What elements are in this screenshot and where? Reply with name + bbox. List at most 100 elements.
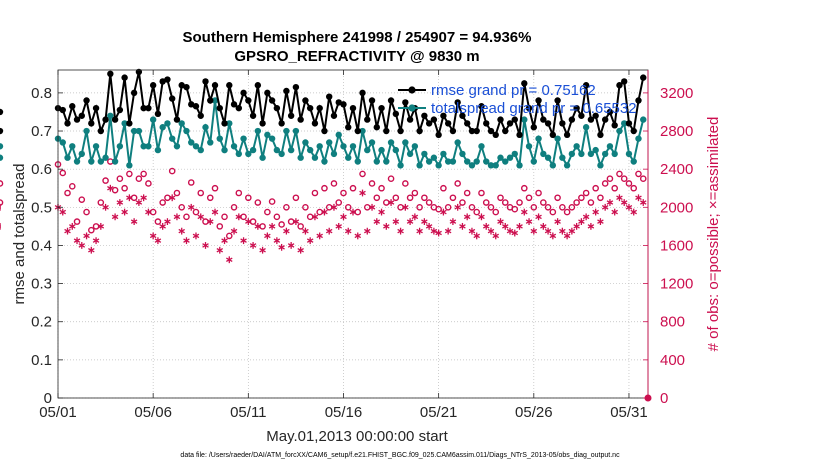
- point-rmse: [78, 112, 85, 119]
- point-totalspread: [573, 143, 580, 150]
- point-possible: [402, 180, 409, 187]
- point-assimilated: [126, 194, 133, 202]
- point-assimilated: [264, 232, 271, 240]
- point-totalspread: [178, 120, 185, 127]
- point-assimilated: [587, 222, 595, 230]
- point-rmse: [554, 97, 561, 104]
- point-possible: [611, 184, 618, 192]
- point-rmse: [0, 108, 4, 116]
- point-totalspread: [373, 158, 380, 165]
- series-rmse: [0, 68, 647, 139]
- ticks: 05/01 05/06 05/11 05/16 05/21 05/26 05/31 0 0.1 0…: [31, 70, 693, 421]
- point-assimilated: [325, 227, 333, 235]
- point-totalspread: [473, 158, 480, 165]
- point-possible: [135, 175, 143, 182]
- point-assimilated: [506, 227, 514, 235]
- point-possible: [173, 189, 181, 197]
- point-assimilated: [164, 218, 171, 226]
- point-possible: [59, 169, 67, 177]
- point-rmse: [69, 103, 76, 110]
- point-rmse: [259, 120, 266, 127]
- point-assimilated: [478, 213, 485, 221]
- point-assimilated: [535, 213, 542, 221]
- point-totalspread: [349, 143, 357, 150]
- point-assimilated: [83, 232, 90, 240]
- point-possible: [606, 175, 614, 182]
- point-rmse: [368, 97, 376, 104]
- point-rmse: [364, 116, 371, 123]
- point-rmse: [506, 120, 514, 127]
- point-totalspread: [392, 146, 400, 154]
- point-totalspread: [311, 154, 319, 161]
- point-totalspread: [302, 139, 309, 146]
- point-rmse: [240, 89, 247, 97]
- point-rmse: [578, 112, 585, 119]
- point-assimilated: [173, 213, 181, 221]
- point-possible: [454, 180, 461, 187]
- point-possible: [487, 204, 495, 211]
- point-rmse: [497, 116, 504, 123]
- point-totalspread: [207, 139, 214, 146]
- point-assimilated: [511, 229, 519, 237]
- point-assimilated: [230, 227, 238, 235]
- point-rmse: [316, 104, 323, 112]
- chart-title: Southern Hemisphere 241998 / 254907 = 94…: [183, 29, 532, 46]
- point-assimilated: [425, 222, 433, 230]
- point-assimilated: [440, 208, 447, 216]
- point-assimilated: [254, 222, 262, 230]
- x-tick-label: 05/31: [610, 404, 648, 421]
- point-totalspread: [616, 127, 623, 135]
- point-totalspread: [173, 143, 181, 150]
- point-possible: [130, 194, 138, 202]
- y2-tick-label: 2800: [660, 123, 693, 140]
- y2-tick-label: 2000: [660, 199, 693, 216]
- point-totalspread: [592, 146, 599, 154]
- point-totalspread: [435, 162, 442, 169]
- point-possible: [478, 189, 485, 197]
- point-rmse: [168, 95, 176, 102]
- point-rmse: [354, 127, 361, 135]
- point-totalspread: [383, 158, 390, 165]
- point-totalspread: [287, 146, 295, 154]
- y-tick-label: 0.2: [31, 314, 52, 331]
- point-rmse: [359, 89, 366, 97]
- point-assimilated: [373, 218, 381, 226]
- point-totalspread: [492, 162, 499, 169]
- point-totalspread: [430, 154, 438, 161]
- point-possible: [368, 180, 376, 187]
- point-totalspread: [92, 143, 100, 150]
- point-possible: [88, 226, 95, 234]
- point-rmse: [111, 116, 119, 123]
- point-assimilated: [121, 208, 128, 216]
- point-possible: [126, 170, 133, 178]
- point-assimilated: [178, 227, 185, 235]
- y-axis-label: rmse and totalspread: [11, 164, 28, 305]
- point-assimilated: [226, 256, 233, 264]
- point-rmse: [397, 127, 404, 135]
- point-possible: [287, 218, 295, 225]
- point-possible: [335, 199, 343, 206]
- point-possible: [582, 189, 590, 197]
- point-rmse: [121, 74, 128, 81]
- point-rmse: [597, 131, 604, 139]
- point-totalspread: [316, 143, 323, 150]
- point-possible: [383, 199, 390, 206]
- point-totalspread: [168, 135, 176, 142]
- point-possible: [459, 199, 466, 206]
- point-possible: [573, 199, 580, 206]
- point-possible: [525, 194, 533, 202]
- point-possible: [302, 204, 309, 211]
- y2-tick-label: 2400: [660, 161, 693, 178]
- point-possible: [559, 204, 566, 211]
- point-assimilated: [297, 246, 304, 254]
- point-assimilated: [364, 227, 371, 235]
- point-assimilated: [145, 208, 152, 216]
- series-totalspread: [0, 97, 647, 170]
- point-possible: [145, 180, 152, 187]
- point-possible: [511, 205, 519, 213]
- point-assimilated: [620, 199, 628, 206]
- point-rmse: [264, 89, 271, 97]
- point-assimilated: [592, 208, 599, 216]
- point-totalspread: [582, 124, 590, 131]
- point-rmse: [425, 120, 433, 127]
